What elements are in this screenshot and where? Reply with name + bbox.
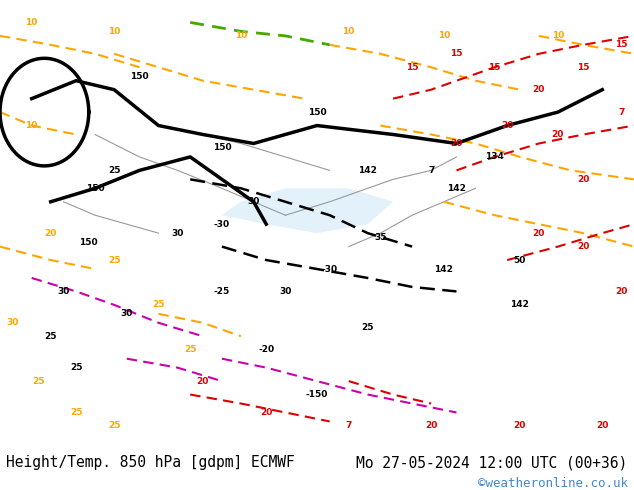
Text: 20: 20: [260, 408, 273, 417]
Text: 25: 25: [152, 300, 165, 309]
Text: 10: 10: [552, 31, 564, 40]
Text: 10: 10: [25, 121, 38, 130]
Text: 20: 20: [501, 121, 514, 130]
Text: 30: 30: [120, 309, 133, 318]
Text: 142: 142: [447, 184, 466, 193]
Text: 20: 20: [514, 421, 526, 430]
Text: 15: 15: [577, 63, 590, 72]
Text: 25: 25: [361, 323, 374, 332]
Text: 20: 20: [615, 287, 628, 296]
Text: 15: 15: [450, 49, 463, 58]
Text: 7: 7: [618, 108, 624, 117]
Text: 142: 142: [434, 265, 453, 273]
Text: 142: 142: [510, 300, 529, 309]
Text: 25: 25: [184, 345, 197, 354]
Text: ©weatheronline.co.uk: ©weatheronline.co.uk: [477, 477, 628, 490]
Text: 20: 20: [197, 377, 209, 386]
Text: 10: 10: [108, 27, 120, 36]
Text: 25: 25: [108, 421, 120, 430]
Polygon shape: [222, 188, 393, 233]
Text: 20: 20: [596, 421, 609, 430]
Text: 25: 25: [32, 377, 44, 386]
Text: 20: 20: [577, 242, 590, 251]
Text: 150: 150: [307, 108, 327, 117]
Text: -30: -30: [321, 265, 338, 273]
Text: 20: 20: [425, 421, 437, 430]
Text: 30: 30: [6, 318, 19, 327]
Text: 50: 50: [514, 256, 526, 265]
Text: Height/Temp. 850 hPa [gdpm] ECMWF: Height/Temp. 850 hPa [gdpm] ECMWF: [6, 455, 295, 470]
Text: 20: 20: [552, 130, 564, 139]
Text: 134: 134: [485, 152, 504, 161]
Text: -20: -20: [258, 345, 275, 354]
Text: 15: 15: [406, 63, 418, 72]
Text: 15: 15: [615, 40, 628, 49]
Text: 15: 15: [488, 63, 501, 72]
Text: 25: 25: [70, 408, 82, 417]
Text: Mo 27-05-2024 12:00 UTC (00+36): Mo 27-05-2024 12:00 UTC (00+36): [356, 455, 628, 470]
Text: 150: 150: [86, 184, 105, 193]
Text: 142: 142: [358, 166, 377, 175]
Text: 20: 20: [533, 85, 545, 94]
Text: 25: 25: [70, 363, 82, 372]
Text: 10: 10: [25, 18, 38, 27]
Text: -30: -30: [214, 220, 230, 229]
Text: 20: 20: [450, 139, 463, 148]
Text: 30: 30: [57, 287, 70, 296]
Text: 25: 25: [44, 332, 57, 341]
Text: 10: 10: [437, 31, 450, 40]
Text: 30: 30: [279, 287, 292, 296]
Text: 10: 10: [235, 31, 247, 40]
Text: 25: 25: [108, 256, 120, 265]
Text: -150: -150: [306, 390, 328, 399]
Text: 25: 25: [108, 166, 120, 175]
Text: 35: 35: [374, 233, 387, 242]
Text: 10: 10: [342, 27, 355, 36]
Text: 7: 7: [346, 421, 352, 430]
Text: 150: 150: [212, 144, 231, 152]
Text: -25: -25: [214, 287, 230, 296]
Text: 150: 150: [79, 238, 98, 246]
Text: 30: 30: [171, 229, 184, 238]
Text: 20: 20: [533, 229, 545, 238]
Text: 20: 20: [577, 175, 590, 184]
Text: 7: 7: [428, 166, 434, 175]
Text: 20: 20: [44, 229, 57, 238]
Text: 30: 30: [247, 197, 260, 206]
Text: 150: 150: [130, 72, 149, 81]
